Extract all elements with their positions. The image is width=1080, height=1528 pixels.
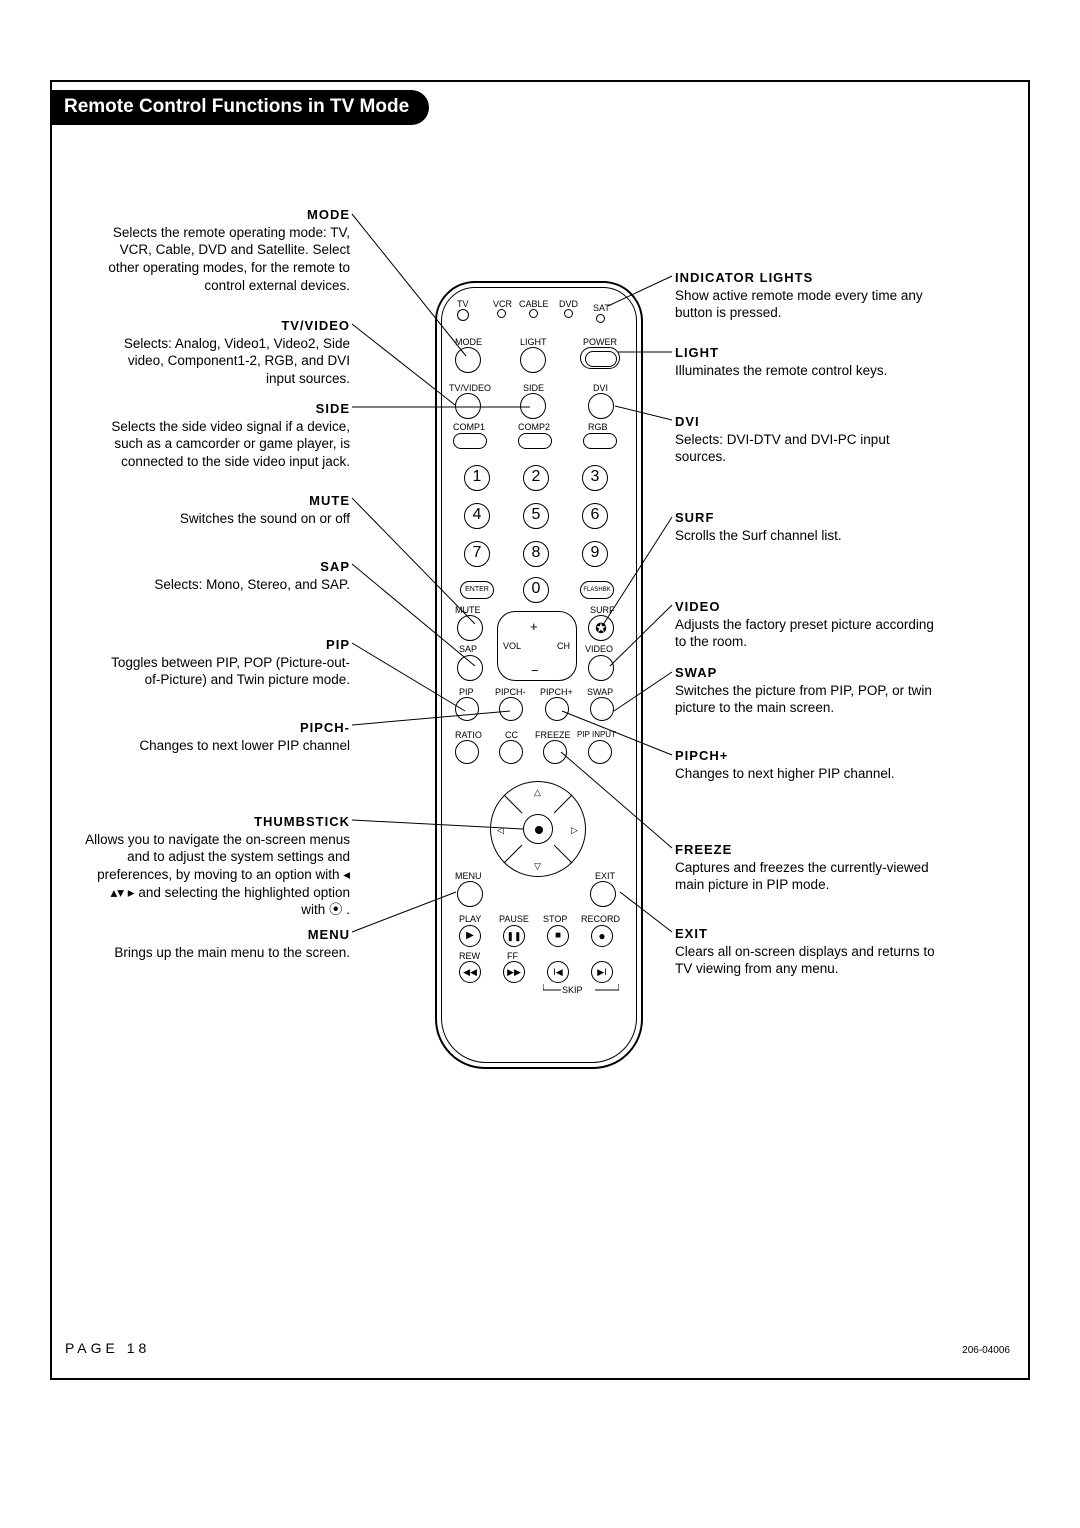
num-1[interactable]: 1 <box>464 465 490 491</box>
callout-menu: MENU Brings up the main menu to the scre… <box>100 926 350 961</box>
pipinput-button[interactable] <box>588 740 612 764</box>
exit-button[interactable] <box>590 881 616 907</box>
comp2-button[interactable] <box>518 433 552 449</box>
callout-light: LIGHT Illuminates the remote control key… <box>675 344 925 379</box>
pipch-minus-button[interactable] <box>499 697 523 721</box>
callout-exit: EXIT Clears all on-screen displays and r… <box>675 925 935 978</box>
callout-pip: PIP Toggles between PIP, POP (Picture-ou… <box>100 636 350 689</box>
doc-id: 206-04006 <box>962 1345 1010 1356</box>
freeze-button[interactable] <box>543 740 567 764</box>
sap-button[interactable] <box>457 655 483 681</box>
callout-surf: SURF Scrolls the Surf channel list. <box>675 509 925 544</box>
rgb-button[interactable] <box>583 433 617 449</box>
side-button[interactable] <box>520 393 546 419</box>
mode-button[interactable] <box>455 347 481 373</box>
led-tv <box>457 309 469 321</box>
callout-body: Selects the remote operating mode: TV, V… <box>108 225 350 293</box>
callout-mode: MODE Selects the remote operating mode: … <box>100 206 350 294</box>
pipch-plus-button[interactable] <box>545 697 569 721</box>
power-button[interactable] <box>580 347 620 369</box>
num-9[interactable]: 9 <box>582 541 608 567</box>
surf-button[interactable]: ✪ <box>588 615 614 641</box>
pip-button[interactable] <box>455 697 479 721</box>
label-sat: SAT <box>593 303 610 313</box>
callout-thumbstick: THUMBSTICK Allows you to navigate the on… <box>85 813 350 919</box>
num-0[interactable]: 0 <box>523 577 549 603</box>
mute-button[interactable] <box>457 615 483 641</box>
led-cable <box>529 309 538 318</box>
label-tv: TV <box>457 299 469 309</box>
num-8[interactable]: 8 <box>523 541 549 567</box>
dvi-button[interactable] <box>588 393 614 419</box>
ff-button[interactable]: ▶▶ <box>503 961 525 983</box>
callout-indicator: INDICATOR LIGHTS Show active remote mode… <box>675 269 925 322</box>
page-number: PAGE 18 <box>65 1340 150 1356</box>
dpad-diagonals <box>490 781 586 877</box>
record-button[interactable]: ● <box>591 925 613 947</box>
callout-side: SIDE Selects the side video signal if a … <box>100 400 350 471</box>
flashbk-button[interactable]: FLASHBK <box>580 581 614 599</box>
callout-freeze: FREEZE Captures and freezes the currentl… <box>675 841 955 894</box>
callout-heading: MODE <box>307 207 350 222</box>
cc-button[interactable] <box>499 740 523 764</box>
label-cable: CABLE <box>519 299 549 309</box>
skip-fwd-button[interactable]: ▶I <box>591 961 613 983</box>
play-button[interactable]: ▶ <box>459 925 481 947</box>
num-6[interactable]: 6 <box>582 503 608 529</box>
callout-mute: MUTE Switches the sound on or off <box>100 492 350 527</box>
label-vcr: VCR <box>493 299 512 309</box>
callout-dvi: DVI Selects: DVI-DTV and DVI-PC input so… <box>675 413 925 466</box>
num-2[interactable]: 2 <box>523 465 549 491</box>
enter-button[interactable]: ENTER <box>460 581 494 599</box>
callout-tvvideo: TV/VIDEO Selects: Analog, Video1, Video2… <box>100 317 350 388</box>
menu-button[interactable] <box>457 881 483 907</box>
ratio-button[interactable] <box>455 740 479 764</box>
callout-video: VIDEO Adjusts the factory preset picture… <box>675 598 935 651</box>
num-7[interactable]: 7 <box>464 541 490 567</box>
callout-swap: SWAP Switches the picture from PIP, POP,… <box>675 664 935 717</box>
led-vcr <box>497 309 506 318</box>
remote: TV VCR CABLE DVD SAT MODE LIGHT POWER TV… <box>435 281 645 1071</box>
page-title: Remote Control Functions in TV Mode <box>50 90 429 125</box>
light-button[interactable] <box>520 347 546 373</box>
callout-pipch-minus: PIPCH- Changes to next lower PIP channel <box>100 719 350 754</box>
page: Remote Control Functions in TV Mode MODE… <box>0 0 1080 1528</box>
swap-button[interactable] <box>590 697 614 721</box>
video-button[interactable] <box>588 655 614 681</box>
skip-back-button[interactable]: I◀ <box>547 961 569 983</box>
stop-button[interactable]: ■ <box>547 925 569 947</box>
led-sat <box>596 314 605 323</box>
rew-button[interactable]: ◀◀ <box>459 961 481 983</box>
label-dvd: DVD <box>559 299 578 309</box>
led-dvd <box>564 309 573 318</box>
num-3[interactable]: 3 <box>582 465 608 491</box>
callout-pipch-plus: PIPCH+ Changes to next higher PIP channe… <box>675 747 925 782</box>
num-4[interactable]: 4 <box>464 503 490 529</box>
callout-sap: SAP Selects: Mono, Stereo, and SAP. <box>100 558 350 593</box>
num-5[interactable]: 5 <box>523 503 549 529</box>
tvvideo-button[interactable] <box>455 393 481 419</box>
comp1-button[interactable] <box>453 433 487 449</box>
pause-button[interactable]: ❚❚ <box>503 925 525 947</box>
